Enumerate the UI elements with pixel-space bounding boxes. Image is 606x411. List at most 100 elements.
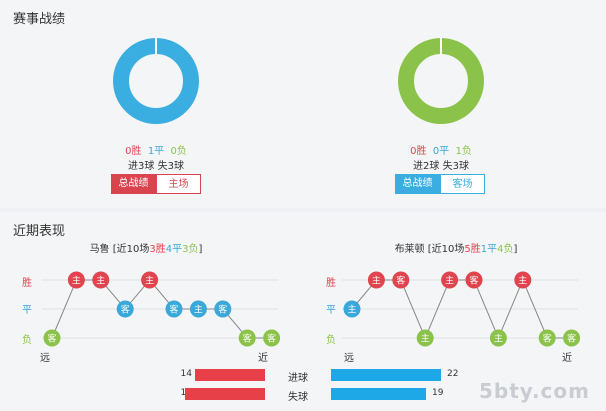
result-dot (238, 329, 256, 347)
win-row-label: 胜 (326, 278, 336, 289)
loss-row-label: 负 (326, 335, 336, 346)
home-goals-against-bar (185, 388, 265, 400)
match-result-point[interactable]: 客 (465, 271, 483, 289)
match-result-point[interactable]: 客 (116, 300, 134, 318)
home-form-draws: 4平 (165, 244, 183, 255)
match-result-point[interactable]: 客 (563, 329, 581, 347)
home-goals-for-value: 14 (180, 369, 192, 379)
match-result-point[interactable]: 主 (189, 300, 207, 318)
summary-suffix: ] (198, 244, 203, 255)
result-dot (489, 329, 507, 347)
win-row-label: 胜 (22, 278, 32, 289)
match-result-point[interactable]: 主 (367, 271, 385, 289)
result-dot (67, 271, 85, 289)
match-result-point[interactable]: 客 (165, 300, 183, 318)
venue-marker: 主 (494, 333, 503, 345)
match-result-point[interactable]: 主 (489, 329, 507, 347)
result-dot (343, 300, 361, 318)
form-trend-line (351, 278, 572, 340)
venue-marker: 客 (47, 333, 56, 345)
away-form-draws: 1平 (480, 244, 498, 255)
result-dot (189, 300, 207, 318)
home-wdl-stats: 0胜 1平 0负 (76, 142, 236, 157)
result-dot (538, 329, 556, 347)
summary-prefix: [近10场 (427, 244, 465, 255)
away-donut-ring (398, 38, 484, 124)
venue-marker: 客 (169, 304, 178, 316)
venue-marker: 客 (567, 333, 576, 345)
match-result-point[interactable]: 客 (263, 329, 281, 347)
form-trend-line (51, 279, 272, 339)
home-total-record-tab[interactable]: 总战绩 (111, 174, 156, 194)
match-result-point[interactable]: 主 (141, 271, 159, 289)
away-record-donut (398, 37, 484, 124)
venue-marker: 主 (372, 275, 381, 287)
venue-marker: 主 (445, 275, 454, 287)
goals-against-label: 失球 (288, 392, 308, 403)
match-result-point[interactable]: 客 (538, 329, 556, 347)
away-form-wins: 5胜 (464, 244, 481, 255)
away-form-summary: 布莱顿 [近10场5胜1平4负] (346, 240, 566, 255)
result-dot (214, 300, 232, 318)
match-result-point[interactable]: 客 (214, 300, 232, 318)
match-result-point[interactable]: 客 (392, 271, 410, 289)
away-wdl-stats: 0胜 0平 1负 (361, 142, 521, 157)
watermark-logo: 5bty.com (478, 379, 590, 403)
near-label: 近 (258, 353, 268, 364)
venue-marker: 主 (347, 304, 356, 316)
result-dot (116, 300, 134, 318)
match-result-point[interactable]: 主 (514, 271, 532, 289)
home-form-summary: 马鲁 [近10场3胜4平3负] (36, 240, 256, 255)
away-total-record-tab[interactable]: 总战绩 (395, 174, 440, 194)
recent-form-panel: 近期表现 马鲁 [近10场3胜4平3负] 布莱顿 [近10场5胜1平4负] 胜 … (0, 212, 606, 411)
summary-suffix: ] (513, 244, 518, 255)
match-result-point[interactable]: 主 (67, 271, 85, 289)
match-result-point[interactable]: 主 (416, 329, 434, 347)
away-goals-for-bar (331, 369, 441, 381)
venue-marker: 客 (218, 304, 227, 316)
match-result-point[interactable]: 客 (238, 329, 256, 347)
home-team-name: 马鲁 (89, 244, 110, 255)
home-form-chart: 客主 主客主客主客客客 (42, 271, 281, 347)
result-dot (263, 329, 281, 347)
loss-row-label: 负 (22, 335, 32, 346)
far-label: 远 (344, 353, 354, 364)
result-dot (392, 271, 410, 289)
venue-marker: 主 (518, 275, 527, 287)
away-goals-against-bar (331, 388, 426, 400)
far-label: 远 (40, 353, 50, 364)
home-draws: 1平 (147, 146, 165, 157)
home-donut-ring (113, 38, 199, 124)
home-goals-stats: 进3球 失3球 (128, 161, 184, 172)
away-venue-tab[interactable]: 客场 (440, 174, 485, 194)
goals-for-label: 进球 (288, 373, 308, 384)
summary-prefix: [近10场 (112, 244, 150, 255)
result-dot (92, 271, 110, 289)
result-dot (416, 329, 434, 347)
away-draws: 0平 (432, 146, 450, 157)
away-goals-against-value: 19 (432, 388, 444, 398)
home-wins: 0胜 (125, 146, 142, 157)
recent-form-title: 近期表现 (13, 224, 66, 239)
away-wins: 0胜 (410, 146, 427, 157)
home-venue-tab[interactable]: 主场 (156, 174, 201, 194)
draw-row-label: 平 (22, 305, 32, 316)
home-form-wins: 3胜 (149, 244, 166, 255)
match-result-point[interactable]: 客 (43, 329, 61, 347)
match-record-title: 赛事战绩 (13, 12, 66, 27)
away-form-losses: 4负 (497, 244, 514, 255)
match-result-point[interactable]: 主 (343, 300, 361, 318)
home-form-losses: 3负 (182, 244, 199, 255)
home-losses: 0负 (170, 146, 187, 157)
venue-marker: 主 (96, 275, 105, 287)
match-result-point[interactable]: 主 (92, 271, 110, 289)
venue-marker: 主 (145, 275, 154, 287)
away-goals-stats: 进2球 失3球 (413, 161, 469, 172)
match-result-point[interactable]: 主 (441, 271, 459, 289)
venue-marker: 主 (421, 333, 430, 345)
draw-row-label: 平 (326, 305, 336, 316)
result-dot (141, 271, 159, 289)
result-dot (465, 271, 483, 289)
result-dot (563, 329, 581, 347)
match-record-panel: 赛事战绩 0胜 1平 0负 进3球 失3球 总战绩 主场 0胜 0平 1负 进2… (13, 12, 521, 194)
